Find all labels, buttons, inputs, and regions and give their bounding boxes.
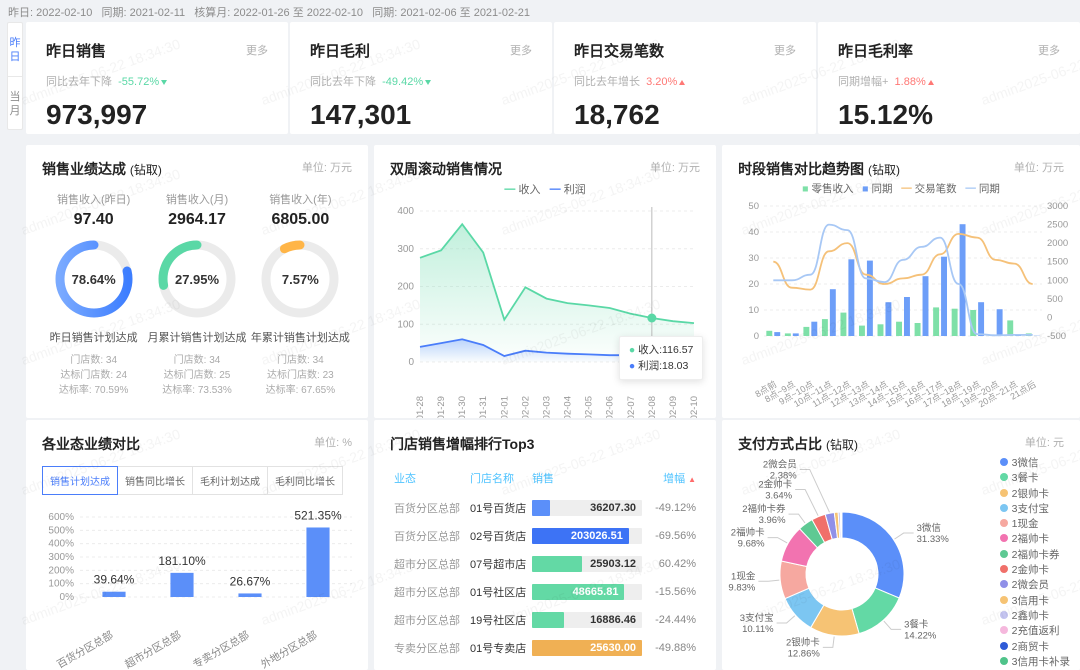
svg-text:500%: 500% bbox=[48, 525, 74, 536]
svg-text:3餐卡: 3餐卡 bbox=[904, 618, 929, 630]
svg-text:2银帅卡: 2银帅卡 bbox=[786, 636, 820, 648]
svg-text:外地分区总部: 外地分区总部 bbox=[258, 628, 319, 670]
svg-text:100: 100 bbox=[397, 319, 414, 330]
svg-text:01-30: 01-30 bbox=[457, 396, 468, 418]
svg-text:600%: 600% bbox=[48, 512, 74, 523]
svg-text:百货分区总部: 百货分区总部 bbox=[54, 628, 115, 670]
svg-text:300: 300 bbox=[397, 244, 414, 255]
svg-text:3支付宝: 3支付宝 bbox=[740, 612, 774, 624]
svg-text:2福帅卡: 2福帅卡 bbox=[731, 527, 765, 539]
svg-text:0: 0 bbox=[408, 357, 414, 368]
svg-text:超市分区总部: 超市分区总部 bbox=[122, 628, 183, 670]
svg-text:2500: 2500 bbox=[1047, 220, 1068, 231]
svg-text:1500: 1500 bbox=[1047, 257, 1068, 268]
svg-text:01-31: 01-31 bbox=[478, 396, 489, 418]
svg-text:3微信: 3微信 bbox=[917, 522, 941, 534]
svg-text:专卖分区总部: 专卖分区总部 bbox=[190, 628, 251, 670]
svg-text:02-01: 02-01 bbox=[499, 396, 510, 418]
svg-text:10: 10 bbox=[748, 305, 759, 316]
svg-text:3000: 3000 bbox=[1047, 201, 1068, 212]
svg-text:02-02: 02-02 bbox=[520, 396, 531, 418]
svg-text:30: 30 bbox=[748, 253, 759, 264]
svg-text:02-09: 02-09 bbox=[668, 396, 679, 418]
svg-text:20: 20 bbox=[748, 279, 759, 290]
svg-text:500: 500 bbox=[1047, 294, 1063, 305]
svg-text:-500: -500 bbox=[1047, 331, 1066, 342]
svg-text:400%: 400% bbox=[48, 539, 74, 550]
svg-text:2微会员: 2微会员 bbox=[763, 458, 797, 470]
svg-text:39.64%: 39.64% bbox=[94, 573, 135, 587]
svg-text:3.64%: 3.64% bbox=[765, 491, 792, 502]
svg-text:2福帅卡券: 2福帅卡券 bbox=[742, 503, 786, 515]
svg-text:02-05: 02-05 bbox=[584, 396, 595, 418]
svg-text:26.67%: 26.67% bbox=[230, 574, 271, 588]
svg-text:400: 400 bbox=[397, 206, 414, 217]
svg-text:01-29: 01-29 bbox=[436, 396, 447, 418]
svg-text:40: 40 bbox=[748, 227, 759, 238]
svg-text:14.22%: 14.22% bbox=[904, 630, 937, 641]
svg-text:300%: 300% bbox=[48, 552, 74, 563]
svg-text:2.38%: 2.38% bbox=[770, 470, 797, 481]
svg-text:0: 0 bbox=[1047, 312, 1052, 323]
svg-text:2000: 2000 bbox=[1047, 238, 1068, 249]
svg-text:12.86%: 12.86% bbox=[788, 648, 821, 659]
svg-text:02-07: 02-07 bbox=[626, 396, 637, 418]
svg-text:9.68%: 9.68% bbox=[738, 539, 765, 550]
svg-text:31.33%: 31.33% bbox=[917, 534, 950, 545]
svg-text:01-28: 01-28 bbox=[415, 396, 426, 418]
svg-text:181.10%: 181.10% bbox=[158, 554, 206, 568]
svg-text:02-08: 02-08 bbox=[647, 396, 658, 418]
svg-text:10.11%: 10.11% bbox=[742, 624, 774, 635]
svg-text:0%: 0% bbox=[60, 592, 75, 603]
svg-text:1现金: 1现金 bbox=[731, 570, 756, 582]
svg-text:50: 50 bbox=[748, 201, 759, 212]
svg-text:02-06: 02-06 bbox=[605, 396, 616, 418]
svg-text:3.96%: 3.96% bbox=[759, 515, 786, 526]
svg-text:200: 200 bbox=[397, 282, 414, 293]
svg-text:521.35%: 521.35% bbox=[294, 508, 342, 522]
svg-text:200%: 200% bbox=[48, 565, 74, 576]
svg-text:0: 0 bbox=[754, 331, 759, 342]
svg-text:02-03: 02-03 bbox=[541, 396, 552, 418]
svg-text:100%: 100% bbox=[48, 579, 74, 590]
svg-text:1000: 1000 bbox=[1047, 275, 1068, 286]
svg-text:02-10: 02-10 bbox=[689, 396, 700, 418]
svg-text:9.83%: 9.83% bbox=[728, 582, 755, 593]
svg-text:02-04: 02-04 bbox=[563, 396, 574, 418]
